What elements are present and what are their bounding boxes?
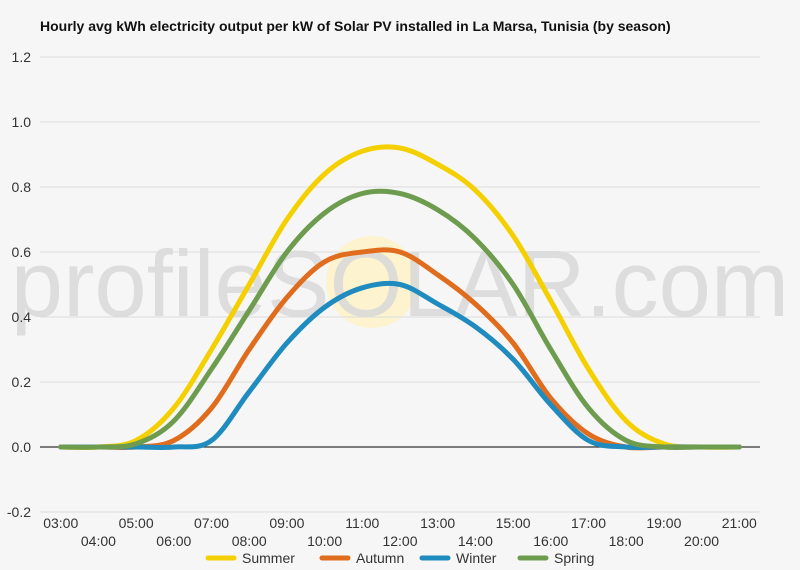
x-axis-ticks: 03:0004:0005:0006:0007:0008:0009:0010:00…	[43, 515, 757, 549]
watermark-sun	[326, 236, 418, 328]
chart-title: Hourly avg kWh electricity output per kW…	[40, 18, 671, 34]
legend-label-winter: Winter	[456, 550, 497, 566]
x-tick-label: 09:00	[269, 515, 304, 531]
x-tick-label: 04:00	[81, 533, 116, 549]
x-tick-label: 13:00	[420, 515, 455, 531]
legend-label-spring: Spring	[554, 550, 594, 566]
series-line-winter	[58, 280, 742, 450]
y-tick-label: 1.0	[12, 114, 32, 130]
y-tick-label: 0.6	[12, 244, 32, 260]
series-line-spring	[58, 188, 742, 450]
series-line-summer	[58, 144, 742, 450]
x-tick-label: 19:00	[646, 515, 681, 531]
y-tick-label: 0.2	[12, 374, 32, 390]
y-axis-ticks: 1.2 1.0 0.8 0.6 0.4 0.2 0.0 -0.2	[7, 49, 31, 520]
x-tick-label: 07:00	[194, 515, 229, 531]
x-tick-label: 18:00	[609, 533, 644, 549]
x-tick-label: 10:00	[307, 533, 342, 549]
x-tick-label: 20:00	[684, 533, 719, 549]
legend-label-autumn: Autumn	[356, 550, 404, 566]
y-tick-label: -0.2	[7, 504, 31, 520]
x-tick-label: 03:00	[43, 515, 78, 531]
x-tick-label: 08:00	[232, 533, 267, 549]
series-lines	[58, 144, 742, 451]
y-tick-label: 0.8	[12, 179, 32, 195]
x-tick-label: 05:00	[119, 515, 154, 531]
y-tick-label: 0.4	[12, 309, 32, 325]
x-tick-label: 21:00	[722, 515, 757, 531]
x-tick-label: 11:00	[345, 515, 379, 531]
legend-label-summer: Summer	[242, 550, 295, 566]
x-tick-label: 17:00	[571, 515, 606, 531]
y-tick-label: 1.2	[12, 49, 32, 65]
watermark: profileSOLAR.com	[11, 231, 789, 336]
x-tick-label: 14:00	[458, 533, 493, 549]
legend: Summer Autumn Winter Spring	[205, 550, 594, 566]
x-tick-label: 06:00	[156, 533, 191, 549]
x-tick-label: 15:00	[496, 515, 531, 531]
x-tick-label: 16:00	[533, 533, 568, 549]
y-tick-label: 0.0	[12, 439, 32, 455]
x-tick-label: 12:00	[382, 533, 417, 549]
